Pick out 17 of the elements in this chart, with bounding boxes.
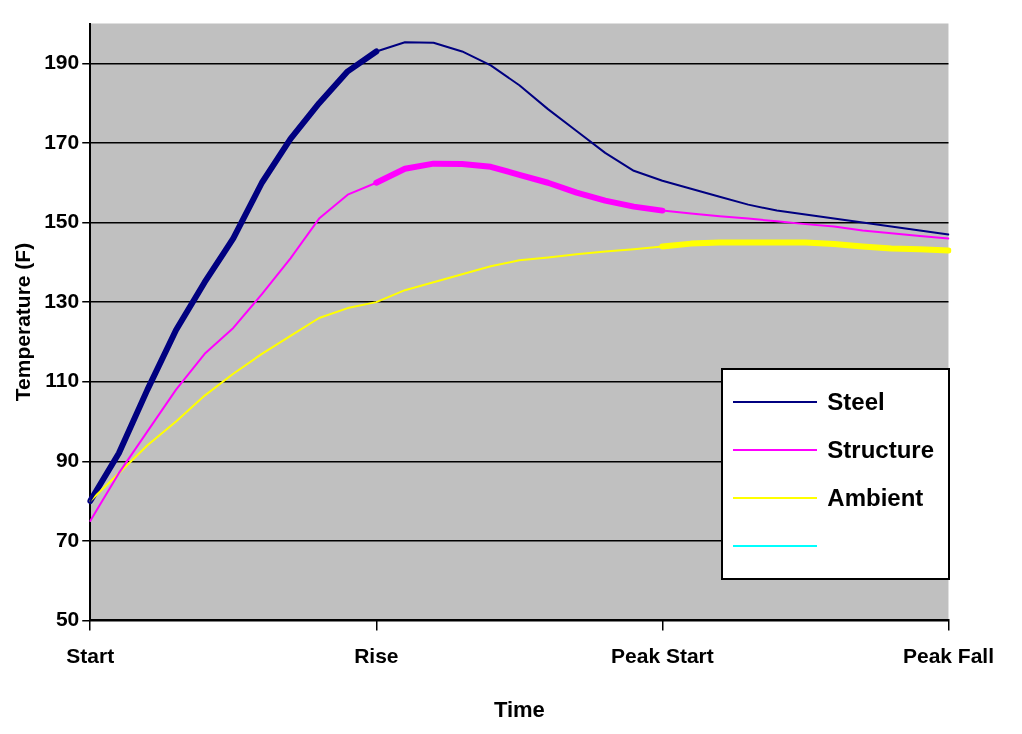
y-tick-label: 190 [44,50,80,74]
y-tick-label: 150 [44,209,80,233]
y-tick-label: 50 [55,607,80,631]
x-tick-label: Start [66,643,115,667]
legend-label: Structure [827,436,934,464]
x-tick-label: Peak Start [611,643,714,667]
y-tick-label: 110 [45,368,80,392]
y-tick-label: 70 [55,527,80,551]
y-tick-label: 170 [44,129,80,153]
y-tick-label: 130 [44,288,80,312]
y-tick-label: 90 [55,448,80,472]
x-axis-title: Time [493,696,545,722]
y-axis-title: Temperature (F) [11,242,35,402]
x-tick-label: Peak Fall [902,643,994,667]
x-tick-label: Rise [354,643,399,667]
legend-label: Ambient [827,484,924,512]
legend-label: Steel [827,388,885,416]
